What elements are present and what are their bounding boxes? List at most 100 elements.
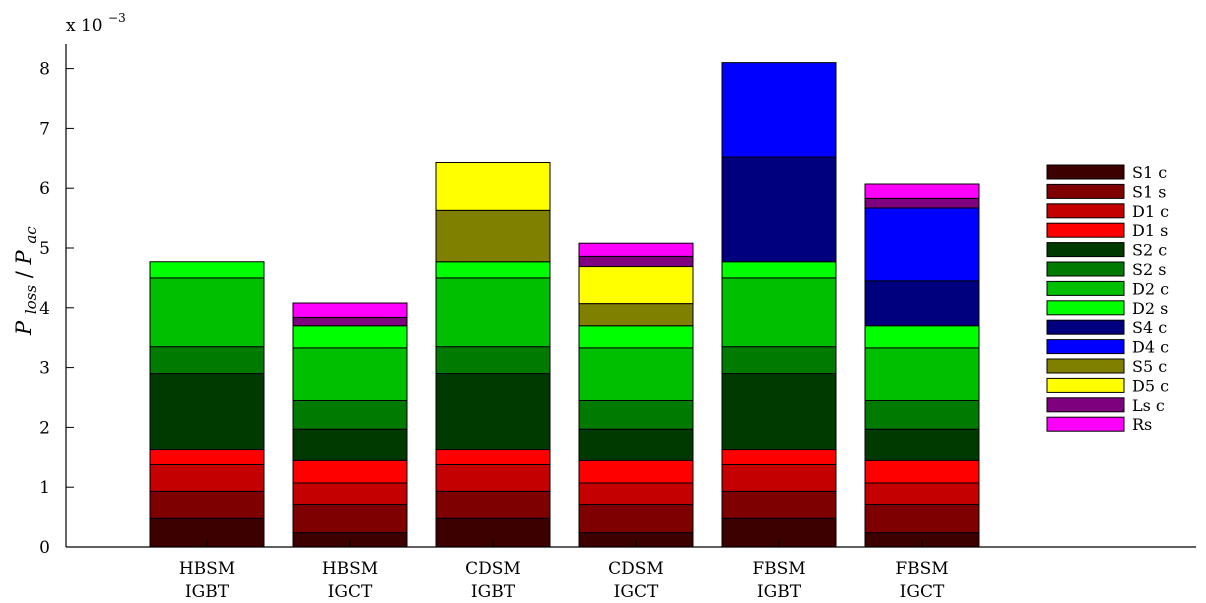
bar-segment-5-8	[864, 280, 980, 327]
bar-segment-2-2	[435, 463, 551, 492]
legend-swatch	[1046, 261, 1125, 277]
bar-segment-3-5	[578, 399, 694, 430]
y-tick-label: 8	[39, 60, 50, 80]
legend-swatch	[1046, 242, 1125, 258]
bar-segment-1-7	[292, 325, 408, 349]
legend-swatch	[1046, 377, 1125, 393]
bar-segment-3-10	[578, 303, 694, 327]
multiplier-base: x 10	[66, 16, 103, 36]
category-sublabel: IGBT	[757, 582, 802, 602]
bar-segment-5-6	[864, 347, 980, 401]
legend-swatch	[1046, 300, 1125, 316]
bar-segment-5-5	[864, 399, 980, 430]
y-tick-label: 0	[39, 538, 50, 558]
legend-swatch	[1046, 416, 1125, 432]
legend-label: S2 s	[1132, 260, 1166, 279]
bar-segment-4-8	[721, 156, 837, 263]
bar-segment-2-5	[435, 346, 551, 375]
legend-label: S2 c	[1132, 241, 1167, 260]
bar-segment-0-3	[149, 449, 265, 465]
category-label: CDSM	[608, 559, 664, 579]
category-label: FBSM	[752, 559, 805, 579]
ylabel-main-sub: loss	[22, 285, 40, 315]
y-tick-label: 3	[39, 359, 50, 379]
legend-label: S1 c	[1132, 163, 1167, 182]
bar-segment-3-11	[578, 266, 694, 305]
bars-group: HBSM IGBT HBSM IGCT CDSM IGBT CDSM IGCT FBSM IGBT…	[149, 62, 980, 602]
bar-segment-1-1	[292, 504, 408, 534]
legend-label: D4 c	[1132, 338, 1169, 357]
legend-swatch	[1046, 203, 1125, 219]
multiplier-exponent: −3	[108, 11, 126, 25]
bar-segment-3-4	[578, 428, 694, 461]
legend-swatch	[1046, 397, 1125, 413]
y-tick-label: 1	[39, 478, 50, 498]
category-sublabel: IGCT	[328, 582, 373, 602]
bar-segment-3-6	[578, 347, 694, 401]
bar-segment-3-13	[578, 242, 694, 257]
legend-label: S4 c	[1132, 318, 1167, 337]
bar-segment-5-13	[864, 183, 980, 199]
legend-swatch	[1046, 183, 1125, 199]
bar-segment-4-9	[721, 62, 837, 158]
bar-segment-2-6	[435, 277, 551, 348]
y-tick-label: 5	[39, 239, 50, 259]
svg-text:x 10 −3: x 10 −3	[66, 11, 126, 36]
category-sublabel: IGCT	[900, 582, 945, 602]
y-axis-label: P loss / P ac	[12, 226, 40, 336]
bar-segment-5-3	[864, 459, 980, 484]
legend-label: D5 c	[1132, 376, 1169, 395]
bar-segment-1-6	[292, 347, 408, 401]
bar-segment-0-7	[149, 261, 265, 279]
bar-segment-5-12	[864, 197, 980, 209]
bar-segment-4-6	[721, 277, 837, 348]
bar-segment-1-3	[292, 459, 408, 484]
y-tick-label: 7	[39, 119, 50, 139]
bar-segment-1-4	[292, 428, 408, 461]
legend-label: S5 c	[1132, 357, 1167, 376]
category-sublabel: IGBT	[471, 582, 516, 602]
bar-segment-5-4	[864, 428, 980, 461]
legend-swatch	[1046, 164, 1125, 180]
y-tick-label: 4	[39, 299, 50, 319]
bar-segment-2-1	[435, 490, 551, 519]
bar-segment-2-10	[435, 209, 551, 263]
category-label: CDSM	[465, 559, 521, 579]
legend-label: S1 s	[1132, 182, 1166, 201]
bar-segment-0-4	[149, 373, 265, 451]
legend-label: Ls c	[1132, 396, 1165, 415]
legend-label: D2 s	[1132, 299, 1168, 318]
bar-segment-2-11	[435, 161, 551, 211]
bar-segment-4-7	[721, 261, 837, 279]
category-label: FBSM	[895, 559, 948, 579]
legend-label: D1 c	[1132, 202, 1169, 221]
legend-swatch	[1046, 222, 1125, 238]
legend-label: Rs	[1132, 415, 1152, 434]
legend-swatch	[1046, 280, 1125, 296]
bar-segment-2-3	[435, 449, 551, 465]
bar-segment-4-2	[721, 463, 837, 492]
category-label: HBSM	[179, 559, 235, 579]
bar-segment-5-9	[864, 207, 980, 282]
bar-segment-4-5	[721, 346, 837, 375]
bar-segment-4-3	[721, 449, 837, 465]
ylabel-sep: /	[12, 270, 36, 278]
bar-segment-2-4	[435, 373, 551, 451]
bar-segment-1-12	[292, 316, 408, 327]
y-tick-label: 2	[39, 418, 50, 438]
bar-segment-5-1	[864, 504, 980, 534]
axes-group: 0 1 2 3 4 5 6 7 8	[39, 44, 1196, 558]
ylabel-denom-sub: ac	[22, 226, 40, 244]
legend-label: D1 s	[1132, 221, 1168, 240]
bar-segment-1-13	[292, 302, 408, 318]
bar-segment-3-3	[578, 459, 694, 484]
bar-segment-5-2	[864, 482, 980, 506]
bar-segment-0-1	[149, 490, 265, 519]
category-label: HBSM	[322, 559, 378, 579]
bar-segment-0-2	[149, 463, 265, 492]
bar-segment-5-7	[864, 325, 980, 349]
bar-segment-4-4	[721, 373, 837, 451]
y-tick-label: 6	[39, 179, 50, 199]
bar-segment-3-12	[578, 255, 694, 268]
